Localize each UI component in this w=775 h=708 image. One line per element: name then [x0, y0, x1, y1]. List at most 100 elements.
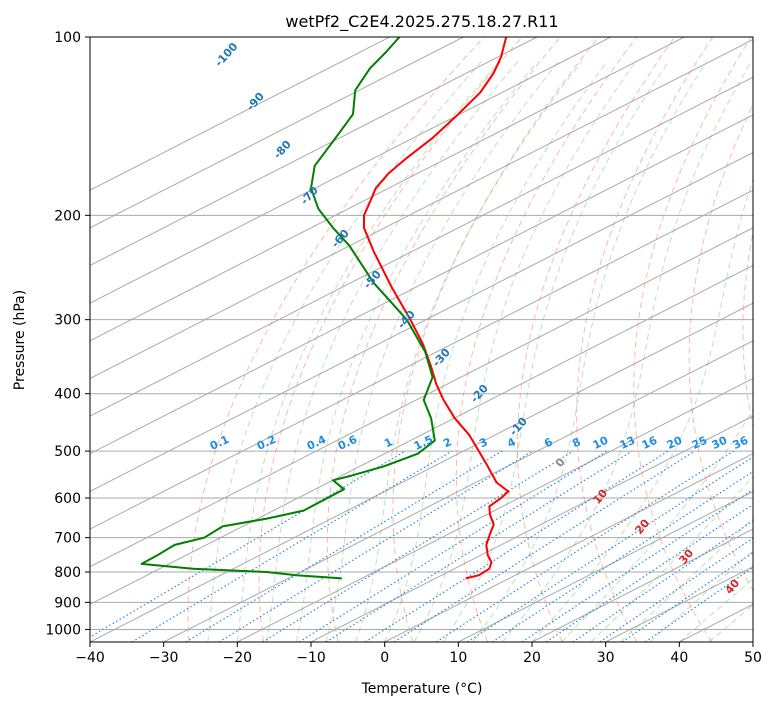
x-axis-title: Temperature (°C)	[361, 681, 483, 697]
moist-adiabat-line	[236, 61, 500, 642]
moist-adiabat-label: 20	[632, 516, 652, 536]
dry-adiabat-line	[576, 37, 714, 642]
isotherm-line	[90, 37, 611, 304]
mixing-ratio-label: 0.2	[255, 433, 278, 453]
isotherm-line	[237, 377, 753, 642]
isotherm-line	[90, 37, 464, 229]
mixing-ratio-label: 30	[710, 434, 730, 452]
mixing-ratio-label: 36	[731, 434, 751, 452]
isotherm-line	[90, 76, 753, 417]
y-tick-label: 500	[54, 444, 81, 460]
mixing-ratio-line	[218, 450, 534, 642]
moist-adiabat-label: 40	[722, 576, 742, 596]
dry-adiabat-label: -30	[430, 346, 453, 370]
mixing-ratio-label: 1.5	[412, 433, 435, 453]
mixing-ratio-label: 8	[570, 435, 582, 450]
y-tick-label: 400	[54, 387, 81, 403]
y-tick-label: 600	[54, 491, 81, 507]
dry-adiabat-label: -10	[507, 415, 530, 439]
moist-adiabat-line	[678, 578, 753, 642]
moist-adiabat-line	[443, 61, 670, 642]
dry-adiabat-line	[742, 230, 753, 429]
mixing-ratio-label: 3	[477, 435, 489, 450]
isotherm-line	[90, 37, 538, 267]
mixing-ratio-label: 16	[640, 434, 660, 452]
mixing-ratio-line	[364, 450, 669, 642]
dry-adiabat-line	[326, 37, 561, 642]
x-tick-label: 10	[449, 650, 467, 666]
isotherm-line	[90, 37, 390, 191]
y-tick-label: 200	[54, 208, 81, 224]
mixing-ratio-line	[325, 450, 633, 642]
moist-adiabat-line	[266, 61, 519, 642]
dewpoint-profile-line	[140, 37, 436, 580]
moist-adiabat-line	[384, 61, 608, 642]
moist-adiabat-line	[295, 61, 538, 642]
moist-adiabat-line	[325, 61, 560, 642]
moist-adiabat-label: 10	[590, 486, 610, 506]
mixing-ratio-label: 10	[591, 434, 611, 452]
moist-adiabat-line	[413, 61, 637, 642]
x-tick-label: 30	[597, 650, 615, 666]
isotherm-line	[90, 189, 753, 530]
moist-adiabat-label: 0	[553, 455, 568, 469]
dry-adiabat-label: -20	[468, 382, 491, 406]
mixing-ratio-line	[572, 520, 753, 642]
dry-adiabat-label: -100	[212, 40, 240, 69]
mixing-ratio-line	[131, 450, 453, 642]
isotherm-line	[90, 302, 753, 642]
moist-adiabat-line	[649, 549, 753, 642]
dry-adiabat-label: -50	[361, 268, 384, 292]
moist-adiabat-line	[531, 178, 753, 642]
dry-adiabat-line	[688, 103, 753, 592]
moist-adiabat-line	[708, 604, 753, 642]
mixing-ratio-label: 0.1	[208, 433, 231, 453]
y-tick-label: 100	[54, 30, 81, 46]
mixing-ratio-line	[436, 450, 734, 642]
x-tick-label: −40	[75, 650, 105, 666]
mixing-ratio-line	[393, 450, 695, 642]
mixing-ratio-label: 2	[441, 435, 453, 450]
y-axis-title: Pressure (hPa)	[12, 290, 28, 390]
x-tick-label: 20	[523, 650, 541, 666]
mixing-ratio-line	[521, 488, 753, 642]
dry-adiabat-line	[392, 37, 599, 642]
isotherm-line	[458, 490, 753, 642]
x-tick-label: 0	[380, 650, 389, 666]
moist-adiabat-line	[620, 517, 753, 642]
mixing-ratio-line	[90, 450, 406, 638]
plot-frame	[89, 36, 754, 643]
mixing-ratio-line	[545, 503, 753, 642]
y-tick-label: 800	[54, 565, 81, 581]
dry-adiabat-line	[517, 37, 676, 642]
mixing-ratio-label: 1	[382, 435, 394, 450]
temperature-profile-line	[363, 37, 510, 580]
x-tick-label: −30	[149, 650, 179, 666]
isotherm-line	[384, 453, 753, 642]
moist-adiabat-label: 30	[676, 546, 696, 566]
mixing-ratio-label: 13	[618, 434, 637, 452]
dry-adiabat-line	[633, 37, 752, 642]
x-tick-label: 50	[744, 650, 762, 666]
dry-adiabat-line	[455, 37, 638, 642]
mixing-ratio-line	[262, 450, 574, 642]
x-tick-label: −20	[223, 650, 253, 666]
dry-adiabat-line	[187, 37, 485, 642]
y-tick-label: 700	[54, 531, 81, 547]
dry-adiabat-line	[258, 37, 523, 642]
mixing-ratio-line	[298, 450, 608, 642]
moist-adiabat-line	[354, 61, 583, 642]
isotherm-line	[752, 641, 753, 642]
mixing-ratio-label: 25	[690, 434, 709, 452]
isotherm-line	[90, 114, 753, 455]
mixing-ratio-label: 0.4	[305, 433, 328, 453]
y-tick-label: 300	[54, 313, 81, 329]
isotherm-line	[90, 39, 753, 380]
isotherm-line	[531, 528, 753, 642]
isotherm-line	[310, 415, 753, 642]
x-tick-label: −10	[296, 650, 326, 666]
y-tick-label: 1000	[45, 622, 81, 638]
mixing-ratio-label: 20	[665, 434, 685, 452]
isotherm-line	[90, 151, 753, 492]
